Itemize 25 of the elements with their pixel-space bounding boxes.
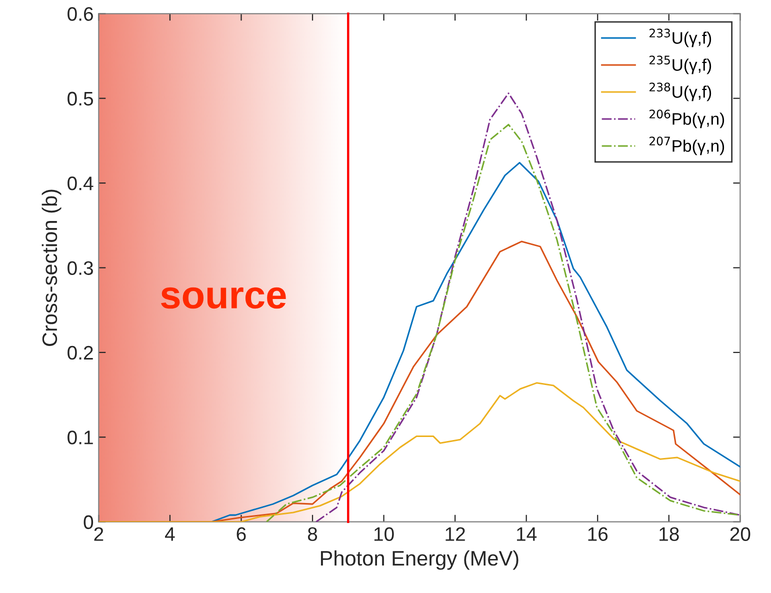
y-tick-label: 0.2 (68, 346, 93, 360)
y-tick-label: 0.5 (68, 92, 94, 106)
x-tick-label: 4 (165, 527, 175, 541)
y-tick-label: 0.1 (68, 430, 93, 444)
x-tick-label: 8 (308, 527, 318, 541)
x-tick-label: 16 (588, 527, 608, 541)
y-axis-title: Cross-section (b) (42, 190, 62, 346)
legend-label: $^{233}$U(γ,f) (650, 28, 712, 48)
x-tick-label: 6 (236, 527, 246, 541)
legend-label: $^{235}$U(γ,f) (650, 56, 712, 74)
y-tick-label: 0.3 (68, 261, 93, 275)
legend-label: $^{207}$Pb(γ,n) (650, 136, 724, 156)
x-tick-label: 12 (446, 527, 465, 541)
y-tick-label: 0.6 (68, 7, 93, 21)
x-tick-label: 2 (94, 527, 104, 541)
x-tick-label: 18 (660, 527, 679, 541)
legend-label: $^{238}$U(γ,f) (650, 82, 712, 102)
y-tick-label: 0 (84, 515, 94, 530)
band-label: source (161, 287, 286, 309)
x-tick-label: 10 (374, 527, 394, 541)
x-axis-title: Photon Energy (MeV) (320, 550, 518, 570)
y-tick-label: 0.4 (68, 176, 94, 190)
legend-label: $^{206}$Pb(γ,n) (650, 110, 724, 128)
x-tick-label: 20 (730, 527, 750, 541)
x-tick-label: 14 (517, 527, 537, 541)
